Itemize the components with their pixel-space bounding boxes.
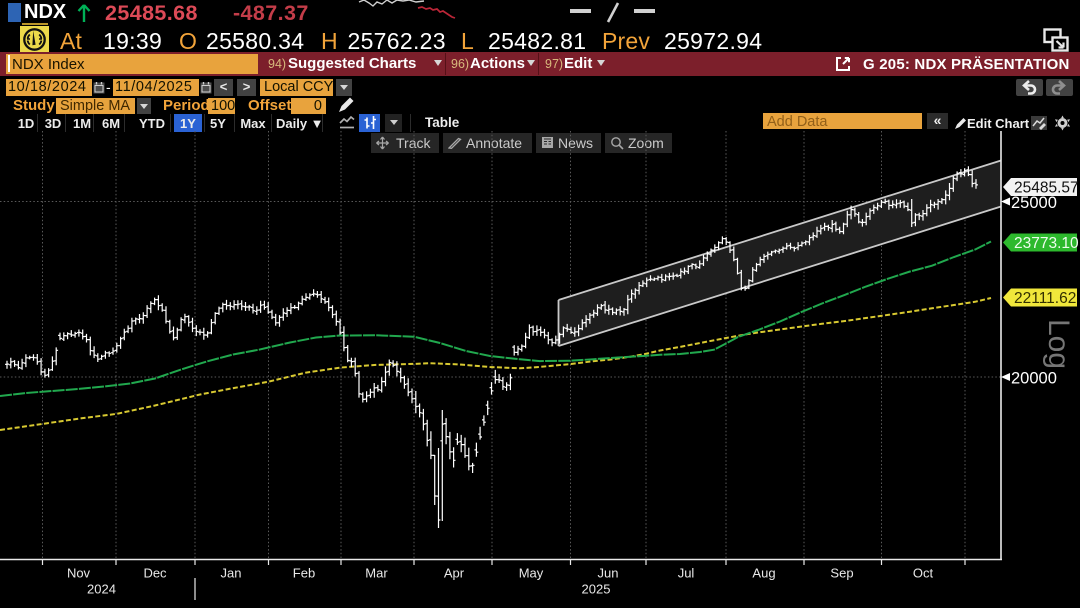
svg-text:May: May <box>519 566 544 581</box>
svg-text:Dec: Dec <box>143 566 167 581</box>
svg-text:2024: 2024 <box>87 582 116 597</box>
svg-text:Aug: Aug <box>752 566 775 581</box>
svg-text:Jan: Jan <box>221 566 242 581</box>
svg-text:Nov: Nov <box>67 566 91 581</box>
svg-text:Jun: Jun <box>598 566 619 581</box>
svg-text:20000: 20000 <box>1011 370 1057 388</box>
svg-text:Sep: Sep <box>830 566 853 581</box>
svg-text:Jul: Jul <box>678 566 695 581</box>
svg-text:Log: Log <box>1042 319 1075 369</box>
svg-text:Feb: Feb <box>293 566 315 581</box>
svg-text:22111.62: 22111.62 <box>1014 290 1076 307</box>
svg-text:25485.57: 25485.57 <box>1014 180 1079 197</box>
svg-text:23773.10: 23773.10 <box>1014 235 1079 252</box>
svg-text:2025: 2025 <box>582 582 611 597</box>
svg-text:25000: 25000 <box>1011 194 1057 212</box>
svg-text:Apr: Apr <box>444 566 465 581</box>
svg-text:Mar: Mar <box>365 566 388 581</box>
svg-text:Oct: Oct <box>913 566 934 581</box>
